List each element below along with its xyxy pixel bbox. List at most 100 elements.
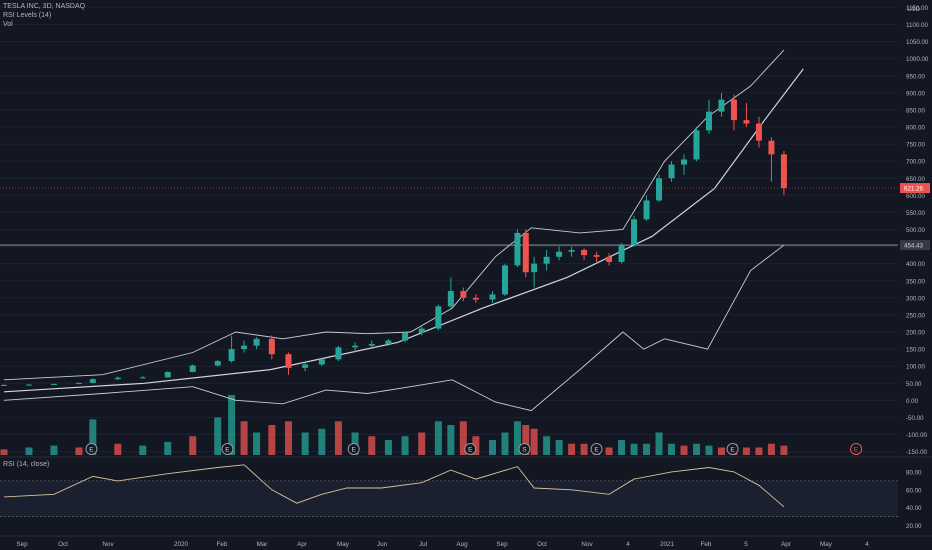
indicator-label-rsi[interactable]: RSI (14, close) [3,461,50,468]
candle-body [693,130,700,160]
candle-body [472,297,479,300]
volume-bar [114,443,122,455]
price-tick-label: 750.00 [906,142,925,149]
volume-bar [214,417,222,455]
candlestick-series [1,92,787,386]
earnings-marker-label: E [89,447,94,454]
candle-body [385,340,392,344]
candle-body [214,361,221,366]
earnings-marker-label: E [352,447,357,454]
candle-body [164,371,171,378]
volume-bar [25,447,33,455]
price-tick-label: 700.00 [906,159,925,166]
candle-body [335,347,342,360]
price-tick-label: 1000.00 [906,56,929,63]
indicator-label-rsi-levels[interactable]: RSI Levels (14) [3,12,52,19]
price-tick-label: 1050.00 [906,39,929,46]
earnings-marker [85,443,98,455]
volume-bar [501,432,509,455]
candle-body [568,250,575,252]
volume-bar [543,436,551,455]
time-tick-label: 4 [626,541,630,548]
volume-bar [655,432,663,455]
volume-series [0,395,788,455]
candle-body [460,291,467,298]
rsi-pane: 80.00 60.00 40.00 20.00 [0,456,932,530]
candle-body [114,377,121,380]
volume-bar [605,447,613,455]
candle-body [743,120,750,124]
volume-bar [513,421,521,455]
candle-body [302,364,309,368]
price-tick-label: -50.00 [906,415,924,422]
symbol-title[interactable]: TESLA INC, 3D, NASDAQ [3,3,86,10]
volume-bar [447,425,455,455]
candle-body [489,294,496,300]
time-tick-label: Nov [102,541,114,548]
volume-bar [75,447,83,455]
volume-bar [334,421,342,455]
volume-bar [164,441,172,455]
candle-body [556,251,563,257]
volume-bar [692,443,700,455]
volume-bar [568,443,576,455]
volume-bar [780,445,788,455]
volume-bar [301,432,309,455]
candle-body [606,256,613,262]
price-tick-label: -150.00 [906,449,928,456]
volume-bar [89,419,97,455]
candle-body [418,328,425,333]
volume-bar [228,395,236,455]
rsi-tick-label: 40.00 [906,505,922,512]
price-tick-label: 650.00 [906,176,925,183]
time-tick-label: 4 [865,541,869,548]
volume-bar [434,421,442,455]
level-price-tag-label: 454.43 [904,243,923,250]
price-axis[interactable]: 1150.00 1100.00 1050.00 1000.00 950.00 900.00… [900,5,930,456]
candle-body [25,384,32,386]
candle-body [618,244,625,262]
rsi-line [3,464,785,508]
time-tick-label: Apr [781,541,791,548]
indicator-lines [0,49,898,412]
earnings-marker-label: E [854,447,859,454]
rsi-tick-label: 60.00 [906,487,922,494]
time-tick-label: 2021 [660,541,675,548]
earnings-marker [726,443,739,455]
candle-body [593,255,600,257]
price-tick-label: 250.00 [906,312,925,319]
volume-bar [50,445,58,455]
candle-body [139,377,146,379]
volume-bar [0,449,8,455]
last-price-tag [900,183,930,194]
price-tick-label: -100.00 [906,432,928,439]
last-price-tag-label: 621.26 [904,186,923,193]
candle-body [402,332,409,341]
volume-bar [139,445,147,455]
earnings-marker [590,443,603,455]
earnings-marker-label: E [225,447,230,454]
candle-body [768,140,775,155]
volume-bar [384,440,392,455]
candle-body [368,343,375,346]
rsi-tick-label: 20.00 [906,523,922,530]
time-tick-label: Feb [217,541,228,548]
time-tick-label: Sep [16,541,28,548]
price-tick-label: 600.00 [906,193,925,200]
trend-curve-line [3,68,804,393]
time-tick-label: Mar [257,541,268,548]
price-tick-label: 1100.00 [906,22,928,29]
time-tick-label: May [337,541,350,548]
time-tick-label: Feb [701,541,712,548]
indicator-label-vol[interactable]: Vol [3,21,13,28]
candle-body [447,291,454,307]
grid [0,6,898,453]
time-axis[interactable]: Sep Oct Nov 2020 Feb Mar Apr May Jun Jul Aug Sep Oct… [0,535,932,548]
split-marker-label: S [522,447,527,454]
time-tick-label: Apr [297,541,307,548]
candle-body [352,345,359,348]
earnings-marker [464,443,477,455]
volume-bar [630,443,638,455]
